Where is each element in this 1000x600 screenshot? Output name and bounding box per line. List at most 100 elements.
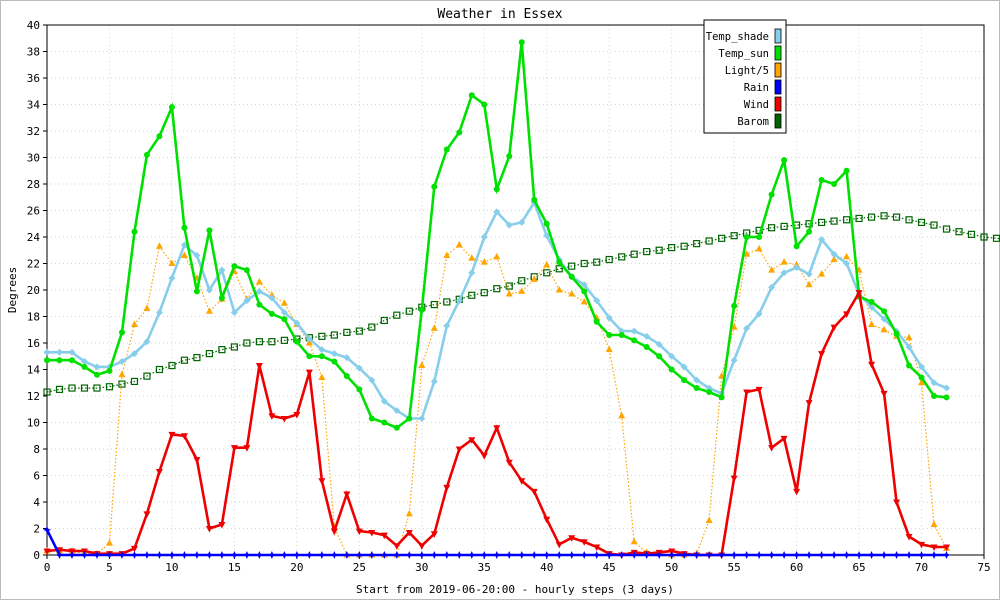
data-point <box>180 433 188 440</box>
data-point <box>44 357 50 364</box>
data-point <box>805 280 813 288</box>
data-point <box>443 251 451 259</box>
data-point <box>430 300 438 309</box>
data-point <box>443 322 451 330</box>
data-point <box>743 389 751 397</box>
data-point <box>255 278 263 285</box>
data-point <box>268 338 276 346</box>
data-point <box>455 240 463 248</box>
data-point <box>43 388 51 396</box>
data-point <box>280 551 289 559</box>
data-point <box>80 551 89 559</box>
data-point <box>830 217 838 225</box>
data-point <box>130 551 139 559</box>
data-point <box>518 39 525 46</box>
data-point <box>355 364 363 372</box>
data-point <box>755 551 764 559</box>
data-point <box>243 445 251 452</box>
data-point <box>730 356 738 364</box>
data-point <box>780 435 788 443</box>
data-point <box>918 363 926 371</box>
data-point <box>718 234 726 242</box>
data-point <box>93 384 101 392</box>
data-point <box>818 351 826 358</box>
y-tick-label: 4 <box>33 496 40 509</box>
legend-label-temp-sun: Temp_sun <box>718 48 769 60</box>
data-point <box>93 371 100 378</box>
data-point <box>580 281 588 289</box>
data-point <box>480 453 488 460</box>
data-point <box>343 491 351 499</box>
data-point <box>442 551 451 559</box>
data-point <box>831 181 838 187</box>
data-point <box>305 369 313 377</box>
data-point <box>718 394 725 401</box>
data-point <box>93 363 101 371</box>
data-point <box>218 346 226 354</box>
legend-swatch-light-5 <box>774 62 782 78</box>
data-point <box>218 522 226 529</box>
data-point <box>443 298 451 306</box>
data-point <box>580 551 589 559</box>
data-point <box>193 252 201 260</box>
data-point <box>80 384 89 392</box>
data-point <box>606 332 613 339</box>
data-point <box>880 390 888 398</box>
data-point <box>693 240 701 248</box>
data-point <box>293 319 301 327</box>
data-point <box>631 337 638 344</box>
x-tick-label: 30 <box>415 561 428 574</box>
data-point <box>380 551 389 559</box>
data-point <box>942 551 951 559</box>
data-point <box>767 551 776 559</box>
y-axis-label: Degrees <box>6 267 19 313</box>
data-point <box>418 306 425 313</box>
data-point <box>830 324 838 332</box>
data-point <box>355 327 363 335</box>
data-point <box>155 309 163 317</box>
x-tick-label: 60 <box>790 561 803 574</box>
data-point <box>243 339 251 347</box>
data-point <box>155 242 163 249</box>
y-tick-label: 38 <box>27 46 40 59</box>
data-point <box>43 525 51 534</box>
data-point <box>480 551 489 559</box>
data-point <box>531 196 538 203</box>
data-point <box>706 389 713 396</box>
x-tick-label: 15 <box>228 561 241 574</box>
data-point <box>755 310 763 318</box>
data-point <box>230 309 238 317</box>
data-point <box>218 294 225 301</box>
data-point <box>193 353 201 362</box>
data-point <box>630 327 638 335</box>
data-point <box>143 304 151 312</box>
data-point <box>430 551 439 559</box>
data-point <box>342 551 351 559</box>
data-point <box>593 297 601 305</box>
data-point <box>818 177 825 184</box>
data-point <box>131 228 138 235</box>
series-line-barom <box>46 215 1000 393</box>
data-point <box>580 297 588 305</box>
data-point <box>81 363 88 370</box>
data-point <box>942 225 951 233</box>
data-point <box>55 385 64 393</box>
data-point <box>256 301 263 308</box>
data-point <box>518 287 526 294</box>
data-point <box>705 551 714 559</box>
data-point <box>430 324 438 331</box>
data-point <box>118 358 126 366</box>
data-point <box>305 335 313 343</box>
data-point <box>868 320 876 327</box>
data-point <box>867 213 876 221</box>
data-point <box>781 157 788 164</box>
x-tick-label: 40 <box>540 561 553 574</box>
data-point <box>943 394 950 401</box>
data-point <box>967 230 976 238</box>
data-point <box>805 551 814 559</box>
data-point <box>142 551 151 559</box>
data-point <box>643 343 650 350</box>
data-point <box>431 183 438 190</box>
data-point <box>293 412 301 419</box>
